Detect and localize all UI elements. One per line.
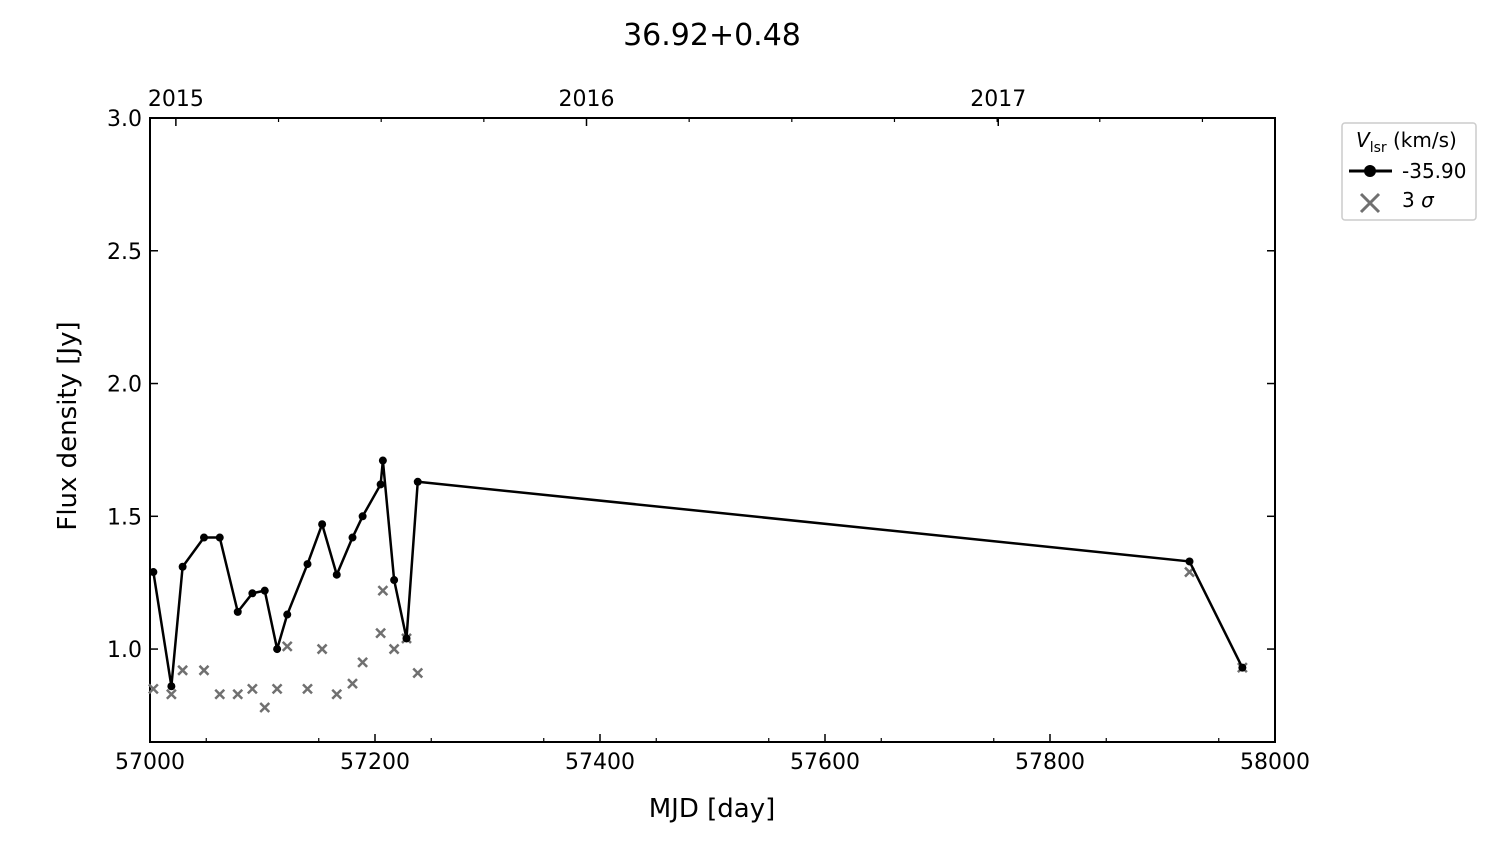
sigma-point	[281, 641, 293, 652]
sigma-point	[177, 664, 189, 676]
series-point	[358, 512, 367, 521]
y-tick-label: 1.0	[107, 638, 142, 663]
y-tick-label: 2.5	[107, 240, 142, 265]
sigma-point	[388, 643, 400, 655]
series-point	[390, 576, 399, 585]
series-point	[413, 477, 422, 486]
top-year-label: 2015	[148, 87, 204, 112]
sigma-point	[271, 683, 283, 695]
series-point	[303, 560, 312, 569]
sigma-point	[198, 664, 210, 676]
sigma-point	[302, 683, 313, 695]
top-year-label: 2017	[970, 87, 1026, 112]
x-tick-label: 58000	[1240, 750, 1310, 775]
series-point	[318, 520, 327, 529]
sigma-point	[357, 656, 369, 668]
sigma-point	[147, 683, 159, 695]
top-year-label: 2016	[559, 87, 615, 112]
series-point	[149, 568, 158, 577]
series-point	[376, 480, 385, 489]
legend-series-marker	[1364, 165, 1376, 177]
x-tick-label: 57600	[790, 750, 860, 775]
legend-title-unit: (km/s)	[1387, 128, 1457, 152]
legend-title-sub: lsr	[1370, 140, 1387, 156]
legend-sigma-marker	[1359, 192, 1381, 214]
series-point	[378, 456, 387, 465]
x-tick-label: 57000	[115, 750, 185, 775]
series-point	[332, 570, 341, 579]
legend-title: Vlsr (km/s)	[1356, 128, 1457, 156]
sigma-point	[316, 643, 328, 655]
axis-ticks: 57000 57200 57400 57600 57800 58000 1.0 1.5 2.0 2…	[107, 87, 1310, 775]
y-tick-label: 2.0	[107, 373, 142, 398]
sigma-point	[165, 688, 177, 700]
plot-area	[147, 117, 1276, 743]
sigma-point	[375, 627, 387, 639]
y-tick-label: 1.5	[107, 505, 142, 530]
legend-series-label: -35.90	[1402, 159, 1466, 183]
series-point	[167, 682, 176, 691]
legend-title-v: V	[1356, 128, 1371, 152]
sigma-point	[246, 683, 258, 695]
series-point	[1185, 557, 1194, 566]
series-point	[402, 634, 411, 643]
legend-sigma-prefix: 3	[1402, 188, 1421, 212]
x-tick-label: 57200	[340, 750, 410, 775]
legend-sigma-label: 3 σ	[1402, 188, 1435, 212]
chart-title: 36.92+0.48	[623, 18, 801, 53]
plot-frame	[149, 117, 1276, 743]
series-point	[260, 586, 269, 595]
x-tick-label: 57800	[1015, 750, 1085, 775]
legend: Vlsr (km/s) -35.90 3 σ	[1341, 122, 1477, 221]
sigma-point	[259, 702, 271, 713]
sigma-point	[232, 688, 244, 700]
sigma-point	[331, 688, 343, 700]
series-point	[1238, 663, 1247, 672]
series-point	[215, 533, 224, 542]
series-point	[233, 607, 242, 616]
sigma-point	[347, 678, 358, 689]
legend-sigma-symbol: σ	[1421, 188, 1435, 212]
series-point	[348, 533, 357, 542]
sigma-point	[412, 667, 424, 679]
sigma-point	[214, 688, 226, 700]
y-axis-title: Flux density [Jy]	[53, 321, 83, 530]
series-point	[200, 533, 208, 542]
series-line	[152, 459, 1244, 688]
series-point	[248, 589, 257, 598]
series-point	[283, 610, 292, 619]
x-tick-label: 57400	[565, 750, 635, 775]
sigma-point	[377, 585, 389, 597]
y-tick-label: 3.0	[107, 107, 142, 132]
series-point	[178, 562, 187, 571]
series-point	[273, 645, 282, 654]
x-axis-title: MJD [day]	[649, 794, 776, 824]
